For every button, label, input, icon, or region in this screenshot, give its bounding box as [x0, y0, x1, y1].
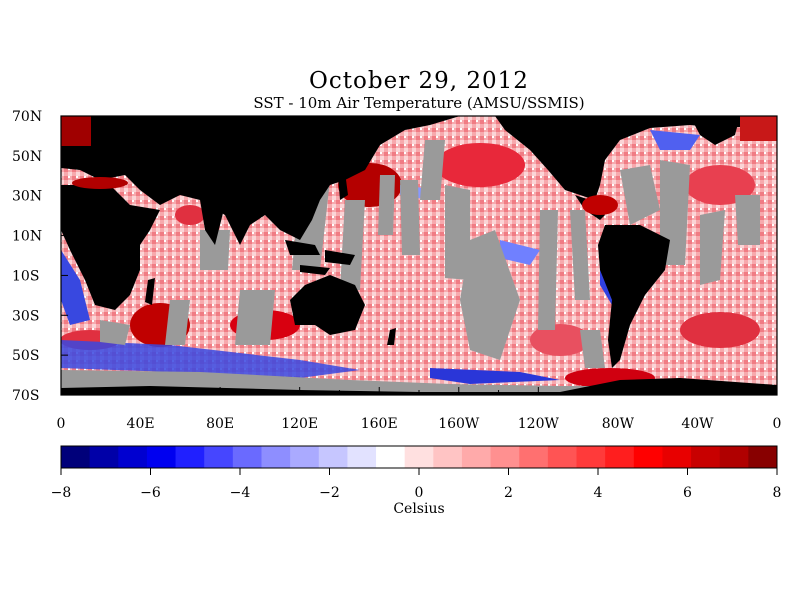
- lat-label: 30S: [12, 308, 39, 324]
- north-america-landmass: [495, 116, 777, 200]
- lon-label: 120E: [281, 416, 318, 432]
- lon-label: 80E: [206, 416, 234, 432]
- longitude-axis: 0 40E 80E 120E 160E 160W 120W 80W 40W 0: [57, 387, 782, 432]
- colorbar-swatch: [461, 446, 492, 468]
- colorbar-swatch: [605, 446, 635, 468]
- colorbar: [61, 446, 778, 468]
- lon-label: 40W: [681, 416, 714, 432]
- colorbar-swatch: [175, 446, 205, 468]
- greenland-landmass: [690, 116, 740, 145]
- lon-label: 0: [773, 416, 782, 432]
- map-subtitle: SST - 10m Air Temperature (AMSU/SSMIS): [253, 94, 585, 112]
- colorbar-swatch: [261, 446, 291, 468]
- lon-label: 160W: [438, 416, 480, 432]
- antarctica-landmass: [61, 378, 777, 395]
- lat-label: 70S: [12, 388, 39, 404]
- africa-landmass: [61, 185, 160, 310]
- lat-label: 30N: [12, 189, 42, 205]
- lon-label: 40E: [127, 416, 155, 432]
- colorbar-tick-label: −8: [50, 485, 72, 501]
- south-america-landmass: [598, 225, 670, 368]
- colorbar-tick-label: 2: [504, 485, 513, 501]
- colorbar-swatch: [748, 446, 778, 468]
- lat-label: 50S: [12, 348, 39, 364]
- latitude-axis: 70N 50N 30N 10N 10S 30S 50S 70S: [12, 109, 68, 404]
- colorbar-ticks: [60, 468, 778, 475]
- colorbar-swatch: [433, 446, 463, 468]
- colorbar-swatch: [576, 446, 606, 468]
- colorbar-tick-label: 8: [772, 485, 782, 501]
- lat-label: 70N: [12, 109, 42, 125]
- colorbar-unit-label: Celsius: [393, 501, 445, 517]
- lat-label: 10N: [12, 229, 42, 245]
- colorbar-swatch: [290, 446, 320, 468]
- colorbar-swatch: [633, 446, 663, 468]
- colorbar-swatch: [204, 446, 234, 468]
- colorbar-swatch: [547, 446, 578, 468]
- colorbar-tick-label: −2: [319, 485, 340, 501]
- lon-label: 80W: [602, 416, 635, 432]
- colorbar-swatch: [519, 446, 549, 468]
- colorbar-swatch: [118, 446, 148, 468]
- colorbar-swatch: [691, 446, 721, 468]
- colorbar-swatch: [146, 446, 177, 468]
- colorbar-tick-label: 0: [414, 485, 424, 501]
- coastal-warm-features: [61, 116, 777, 215]
- lon-label: 120W: [518, 416, 560, 432]
- colorbar-swatch: [232, 446, 262, 468]
- colorbar-tick-label: −6: [140, 485, 161, 501]
- colorbar-swatch: [662, 446, 692, 468]
- land-masses: [61, 116, 777, 395]
- colorbar-swatch: [404, 446, 434, 468]
- cold-anomalies: [61, 130, 700, 384]
- lat-label: 50N: [12, 149, 42, 165]
- colorbar-tick-label: 6: [683, 485, 692, 501]
- lat-label: 10S: [12, 268, 39, 284]
- australia-landmass: [290, 275, 365, 335]
- map-title: October 29, 2012: [309, 68, 529, 94]
- colorbar-swatch: [61, 446, 91, 468]
- lon-label: 0: [57, 416, 66, 432]
- colorbar-swatch: [490, 446, 520, 468]
- colorbar-tick-label: −4: [229, 485, 251, 501]
- colorbar-swatch: [347, 446, 377, 468]
- colorbar-tick-label: 4: [593, 485, 603, 501]
- colorbar-swatch: [318, 446, 348, 468]
- colorbar-swatch: [719, 446, 749, 468]
- colorbar-swatch: [376, 446, 406, 468]
- colorbar-swatch: [89, 446, 119, 468]
- eurasia-landmass: [61, 116, 460, 245]
- map-plot-area: [61, 116, 777, 395]
- lon-label: 160E: [361, 416, 398, 432]
